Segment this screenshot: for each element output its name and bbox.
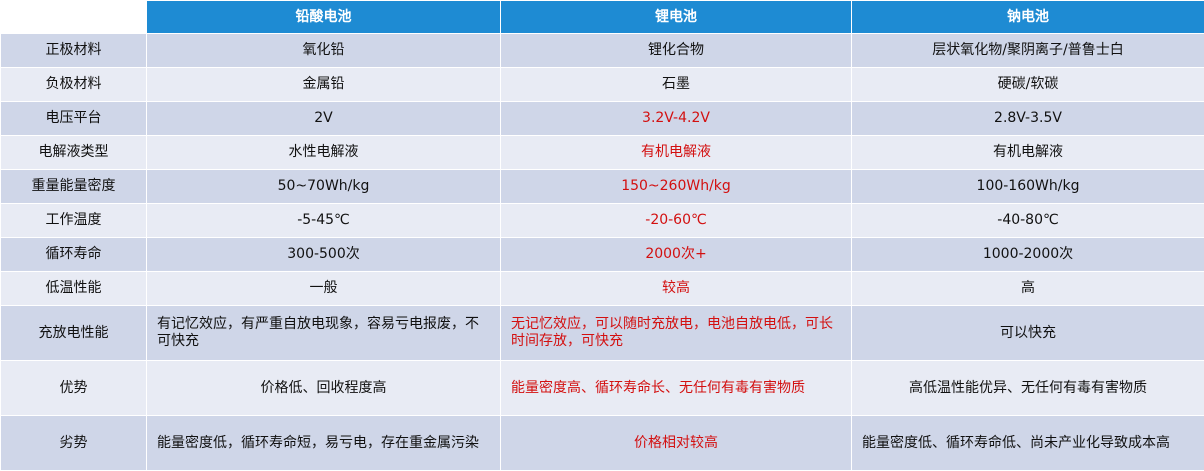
cell-sodium: 可以快充 [852, 306, 1204, 361]
cell-lead-acid: 2V [147, 102, 501, 136]
table-row: 循环寿命 300-500次 2000次+ 1000-2000次 [1, 238, 1204, 272]
header-lead-acid: 铅酸电池 [147, 1, 501, 34]
cell-lithium: 锂化合物 [501, 34, 852, 68]
row-label: 充放电性能 [1, 306, 147, 361]
cell-lithium: 150~260Wh/kg [501, 170, 852, 204]
cell-lithium: 较高 [501, 272, 852, 306]
cell-lead-acid: -5-45℃ [147, 204, 501, 238]
cell-lithium: 价格相对较高 [501, 416, 852, 471]
table-row: 充放电性能 有记忆效应，有严重自放电现象，容易亏电报废，不可快充 无记忆效应，可… [1, 306, 1204, 361]
cell-lithium: 3.2V-4.2V [501, 102, 852, 136]
cell-sodium: 能量密度低、循环寿命低、尚未产业化导致成本高 [852, 416, 1204, 471]
cell-lead-acid: 50~70Wh/kg [147, 170, 501, 204]
cell-lithium: 2000次+ [501, 238, 852, 272]
row-label: 电压平台 [1, 102, 147, 136]
table-row: 工作温度 -5-45℃ -20-60℃ -40-80℃ [1, 204, 1204, 238]
cell-sodium: 100-160Wh/kg [852, 170, 1204, 204]
row-label: 正极材料 [1, 34, 147, 68]
cell-sodium: 1000-2000次 [852, 238, 1204, 272]
cell-lead-acid: 价格低、回收程度高 [147, 361, 501, 416]
cell-sodium: 硬碳/软碳 [852, 68, 1204, 102]
cell-lithium: 石墨 [501, 68, 852, 102]
table-row: 低温性能 一般 较高 高 [1, 272, 1204, 306]
row-label: 优势 [1, 361, 147, 416]
row-label: 劣势 [1, 416, 147, 471]
table-row: 优势 价格低、回收程度高 能量密度高、循环寿命长、无任何有毒有害物质 高低温性能… [1, 361, 1204, 416]
cell-lithium: 能量密度高、循环寿命长、无任何有毒有害物质 [501, 361, 852, 416]
table-row: 电解液类型 水性电解液 有机电解液 有机电解液 [1, 136, 1204, 170]
table-row: 电压平台 2V 3.2V-4.2V 2.8V-3.5V [1, 102, 1204, 136]
row-label: 重量能量密度 [1, 170, 147, 204]
row-label: 负极材料 [1, 68, 147, 102]
cell-sodium: 高 [852, 272, 1204, 306]
row-label: 低温性能 [1, 272, 147, 306]
cell-lead-acid: 金属铅 [147, 68, 501, 102]
row-label: 工作温度 [1, 204, 147, 238]
row-label: 电解液类型 [1, 136, 147, 170]
cell-lead-acid: 氧化铅 [147, 34, 501, 68]
cell-lead-acid: 有记忆效应，有严重自放电现象，容易亏电报废，不可快充 [147, 306, 501, 361]
header-lithium: 锂电池 [501, 1, 852, 34]
cell-sodium: 高低温性能优异、无任何有毒有害物质 [852, 361, 1204, 416]
row-label: 循环寿命 [1, 238, 147, 272]
header-corner [1, 1, 147, 34]
cell-lead-acid: 能量密度低，循环寿命短，易亏电，存在重金属污染 [147, 416, 501, 471]
cell-sodium: 2.8V-3.5V [852, 102, 1204, 136]
table-row: 劣势 能量密度低，循环寿命短，易亏电，存在重金属污染 价格相对较高 能量密度低、… [1, 416, 1204, 471]
cell-sodium: 层状氧化物/聚阴离子/普鲁士白 [852, 34, 1204, 68]
table-row: 负极材料 金属铅 石墨 硬碳/软碳 [1, 68, 1204, 102]
cell-sodium: 有机电解液 [852, 136, 1204, 170]
cell-lead-acid: 300-500次 [147, 238, 501, 272]
cell-lithium: -20-60℃ [501, 204, 852, 238]
header-row: 铅酸电池 锂电池 钠电池 [1, 1, 1204, 34]
table-row: 重量能量密度 50~70Wh/kg 150~260Wh/kg 100-160Wh… [1, 170, 1204, 204]
cell-lead-acid: 水性电解液 [147, 136, 501, 170]
table-row: 正极材料 氧化铅 锂化合物 层状氧化物/聚阴离子/普鲁士白 [1, 34, 1204, 68]
cell-lithium: 无记忆效应，可以随时充放电，电池自放电低，可长时间存放，可快充 [501, 306, 852, 361]
cell-lithium: 有机电解液 [501, 136, 852, 170]
cell-sodium: -40-80℃ [852, 204, 1204, 238]
cell-lead-acid: 一般 [147, 272, 501, 306]
header-sodium: 钠电池 [852, 1, 1204, 34]
